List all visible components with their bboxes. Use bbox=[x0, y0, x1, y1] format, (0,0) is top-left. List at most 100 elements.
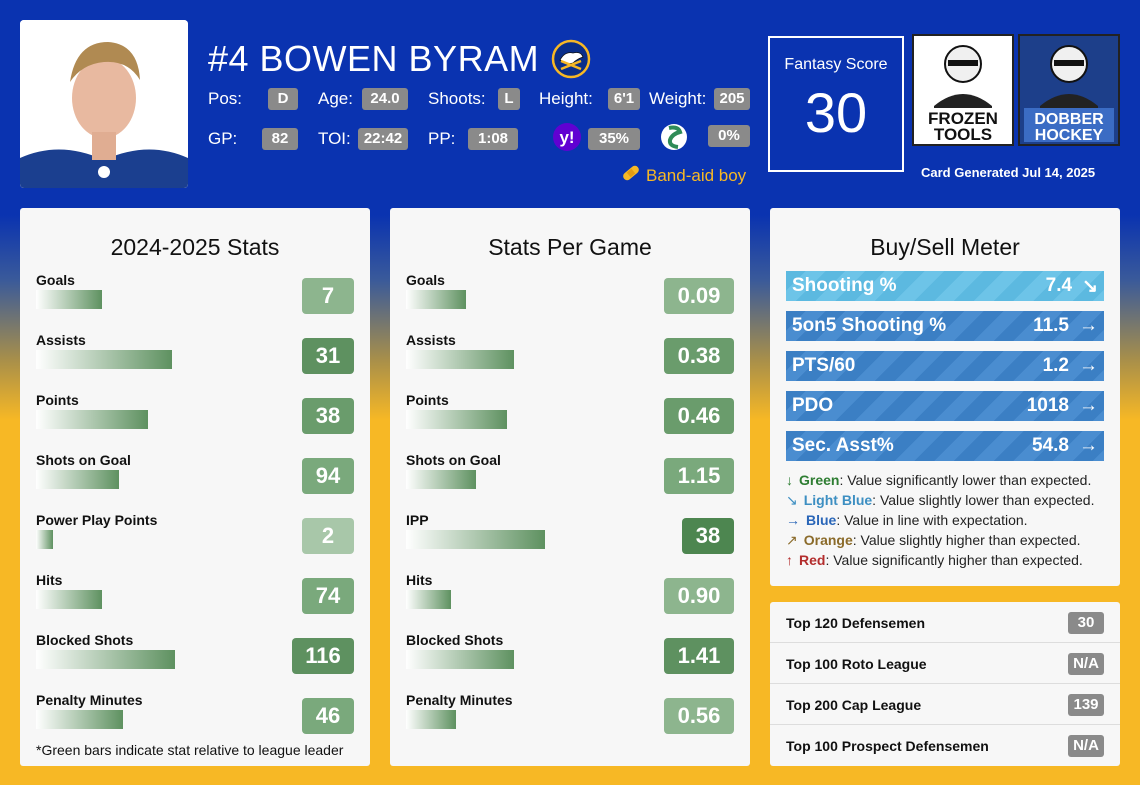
per-game-row-blocked-shots: Blocked Shots 1.41 bbox=[406, 632, 734, 682]
stat-bar bbox=[36, 650, 175, 669]
stat-bar bbox=[406, 590, 451, 609]
rank-row-top-100-roto-league: Top 100 Roto League N/A bbox=[770, 643, 1120, 684]
stat-label: Points bbox=[36, 392, 79, 408]
rank-label: Top 200 Cap League bbox=[786, 697, 922, 713]
dobber-hockey-word-1: DOBBER bbox=[1034, 111, 1104, 128]
stat-label: Shots on Goal bbox=[406, 452, 501, 468]
buy-sell-title: Buy/Sell Meter bbox=[870, 234, 1020, 260]
player-name-row: #4 BOWEN BYRAM bbox=[208, 38, 591, 80]
stat-label: Power Play Points bbox=[36, 512, 158, 528]
season-row-points: Points 38 bbox=[36, 392, 354, 442]
stat-label: Penalty Minutes bbox=[406, 692, 513, 708]
stat-bar bbox=[36, 350, 172, 369]
legend-arrow-icon: ↘ bbox=[786, 492, 798, 508]
yahoo-rostered-pct: 35% bbox=[588, 128, 640, 150]
stat-value: 116 bbox=[292, 638, 354, 674]
rankings-panel: Top 120 Defensemen 30 Top 100 Roto League N… bbox=[770, 602, 1120, 766]
stat-label: Hits bbox=[36, 572, 63, 588]
trend-arrow-icon: → bbox=[1079, 395, 1098, 416]
legend-description: : Value slightly higher than expected. bbox=[852, 532, 1081, 548]
stats-footnote: *Green bars indicate stat relative to le… bbox=[36, 742, 344, 758]
dobber-hockey-word-2: HOCKEY bbox=[1035, 127, 1104, 144]
toi-value: 22:42 bbox=[358, 128, 408, 150]
yahoo-icon: y! bbox=[552, 122, 582, 157]
weight-label: Weight: bbox=[649, 89, 707, 108]
frozen-tools-word-2: TOOLS bbox=[934, 125, 992, 144]
rank-value: 139 bbox=[1068, 694, 1104, 716]
season-row-assists: Assists 31 bbox=[36, 332, 354, 382]
gp-value: 82 bbox=[262, 128, 298, 150]
meter-row-sec-asst: Sec. Asst% 54.8 → bbox=[786, 431, 1104, 461]
per-game-row-goals: Goals 0.09 bbox=[406, 272, 734, 322]
age-value: 24.0 bbox=[362, 88, 408, 110]
stat-label: Points bbox=[406, 392, 449, 408]
height-label: Height: bbox=[539, 89, 593, 108]
season-row-blocked-shots: Blocked Shots 116 bbox=[36, 632, 354, 682]
trend-arrow-icon: → bbox=[1079, 435, 1098, 456]
stat-value: 1.41 bbox=[664, 638, 734, 674]
legend-description: : Value significantly lower than expecte… bbox=[839, 472, 1092, 488]
season-row-hits: Hits 74 bbox=[36, 572, 354, 622]
trend-arrow-icon: → bbox=[1079, 355, 1098, 376]
legend-arrow-icon: ↓ bbox=[786, 472, 793, 488]
player-name: #4 BOWEN BYRAM bbox=[208, 38, 540, 79]
rank-label: Top 120 Defensemen bbox=[786, 615, 926, 631]
stat-label: Hits bbox=[406, 572, 433, 588]
per-game-stats-title: Stats Per Game bbox=[488, 234, 652, 260]
legend-description: : Value in line with expectation. bbox=[836, 512, 1028, 528]
stat-value: 0.38 bbox=[664, 338, 734, 374]
stat-value: 74 bbox=[302, 578, 354, 614]
fantasy-score-box: Fantasy Score 30 bbox=[768, 36, 904, 172]
season-stats-title: 2024-2025 Stats bbox=[110, 234, 280, 260]
legend-arrow-icon: ↑ bbox=[786, 552, 793, 568]
per-game-row-ipp: IPP 38 bbox=[406, 512, 734, 562]
dobber-hockey-logo[interactable]: DOBBER HOCKEY bbox=[1018, 34, 1120, 146]
player-photo bbox=[20, 20, 188, 188]
meter-value: 54.8 bbox=[1032, 435, 1069, 456]
shoots-value: L bbox=[498, 88, 520, 110]
stat-label: Assists bbox=[406, 332, 456, 348]
trend-arrow-icon: → bbox=[1079, 315, 1098, 336]
meter-value: 11.5 bbox=[1033, 315, 1069, 336]
stat-value: 31 bbox=[302, 338, 354, 374]
svg-text:y!: y! bbox=[559, 128, 574, 147]
height-value: 6'1 bbox=[608, 88, 640, 110]
toi-label: TOI: bbox=[318, 129, 351, 148]
stat-label: IPP bbox=[406, 512, 429, 528]
stat-value: 38 bbox=[302, 398, 354, 434]
stat-bar bbox=[406, 530, 545, 549]
rank-row-top-200-cap-league: Top 200 Cap League 139 bbox=[770, 684, 1120, 725]
stat-label: Assists bbox=[36, 332, 86, 348]
stat-bar bbox=[36, 710, 123, 729]
stat-bar bbox=[406, 710, 456, 729]
stat-value: 1.15 bbox=[664, 458, 734, 494]
stat-value: 46 bbox=[302, 698, 354, 734]
legend-line-blue: → Blue: Value in line with expectation. bbox=[786, 512, 1028, 528]
pos-label: Pos: bbox=[208, 89, 243, 108]
bandaid-icon bbox=[620, 162, 642, 189]
meter-value: 7.4 bbox=[1045, 275, 1073, 296]
meter-row-shooting: Shooting % 7.4 ↘ bbox=[786, 271, 1104, 301]
stat-bar bbox=[36, 530, 53, 549]
espn-rostered-pct: 0% bbox=[708, 125, 750, 147]
stat-bar bbox=[36, 590, 102, 609]
legend-description: : Value significantly higher than expect… bbox=[825, 552, 1083, 568]
meter-label: 5on5 Shooting % bbox=[792, 315, 947, 336]
stat-bar bbox=[406, 650, 514, 669]
fantasy-score-value: 30 bbox=[804, 81, 868, 144]
per-game-row-hits: Hits 0.90 bbox=[406, 572, 734, 622]
per-game-row-penalty-minutes: Penalty Minutes 0.56 bbox=[406, 692, 734, 742]
injury-tag-label: Band-aid boy bbox=[646, 165, 747, 185]
stat-label: Goals bbox=[36, 272, 75, 288]
legend-line-orange: ↗ Orange: Value slightly higher than expe… bbox=[786, 532, 1081, 549]
per-game-row-points: Points 0.46 bbox=[406, 392, 734, 442]
stat-label: Penalty Minutes bbox=[36, 692, 143, 708]
frozen-tools-logo[interactable]: FROZEN TOOLS bbox=[912, 34, 1014, 146]
espn-icon bbox=[660, 122, 688, 157]
rank-value: N/A bbox=[1068, 653, 1104, 675]
season-row-shots-on-goal: Shots on Goal 94 bbox=[36, 452, 354, 502]
frozen-tools-word-1: FROZEN bbox=[928, 109, 998, 128]
meter-row-pdo: PDO 1018 → bbox=[786, 391, 1104, 421]
team-logo-icon bbox=[551, 39, 591, 79]
stat-value: 0.90 bbox=[664, 578, 734, 614]
